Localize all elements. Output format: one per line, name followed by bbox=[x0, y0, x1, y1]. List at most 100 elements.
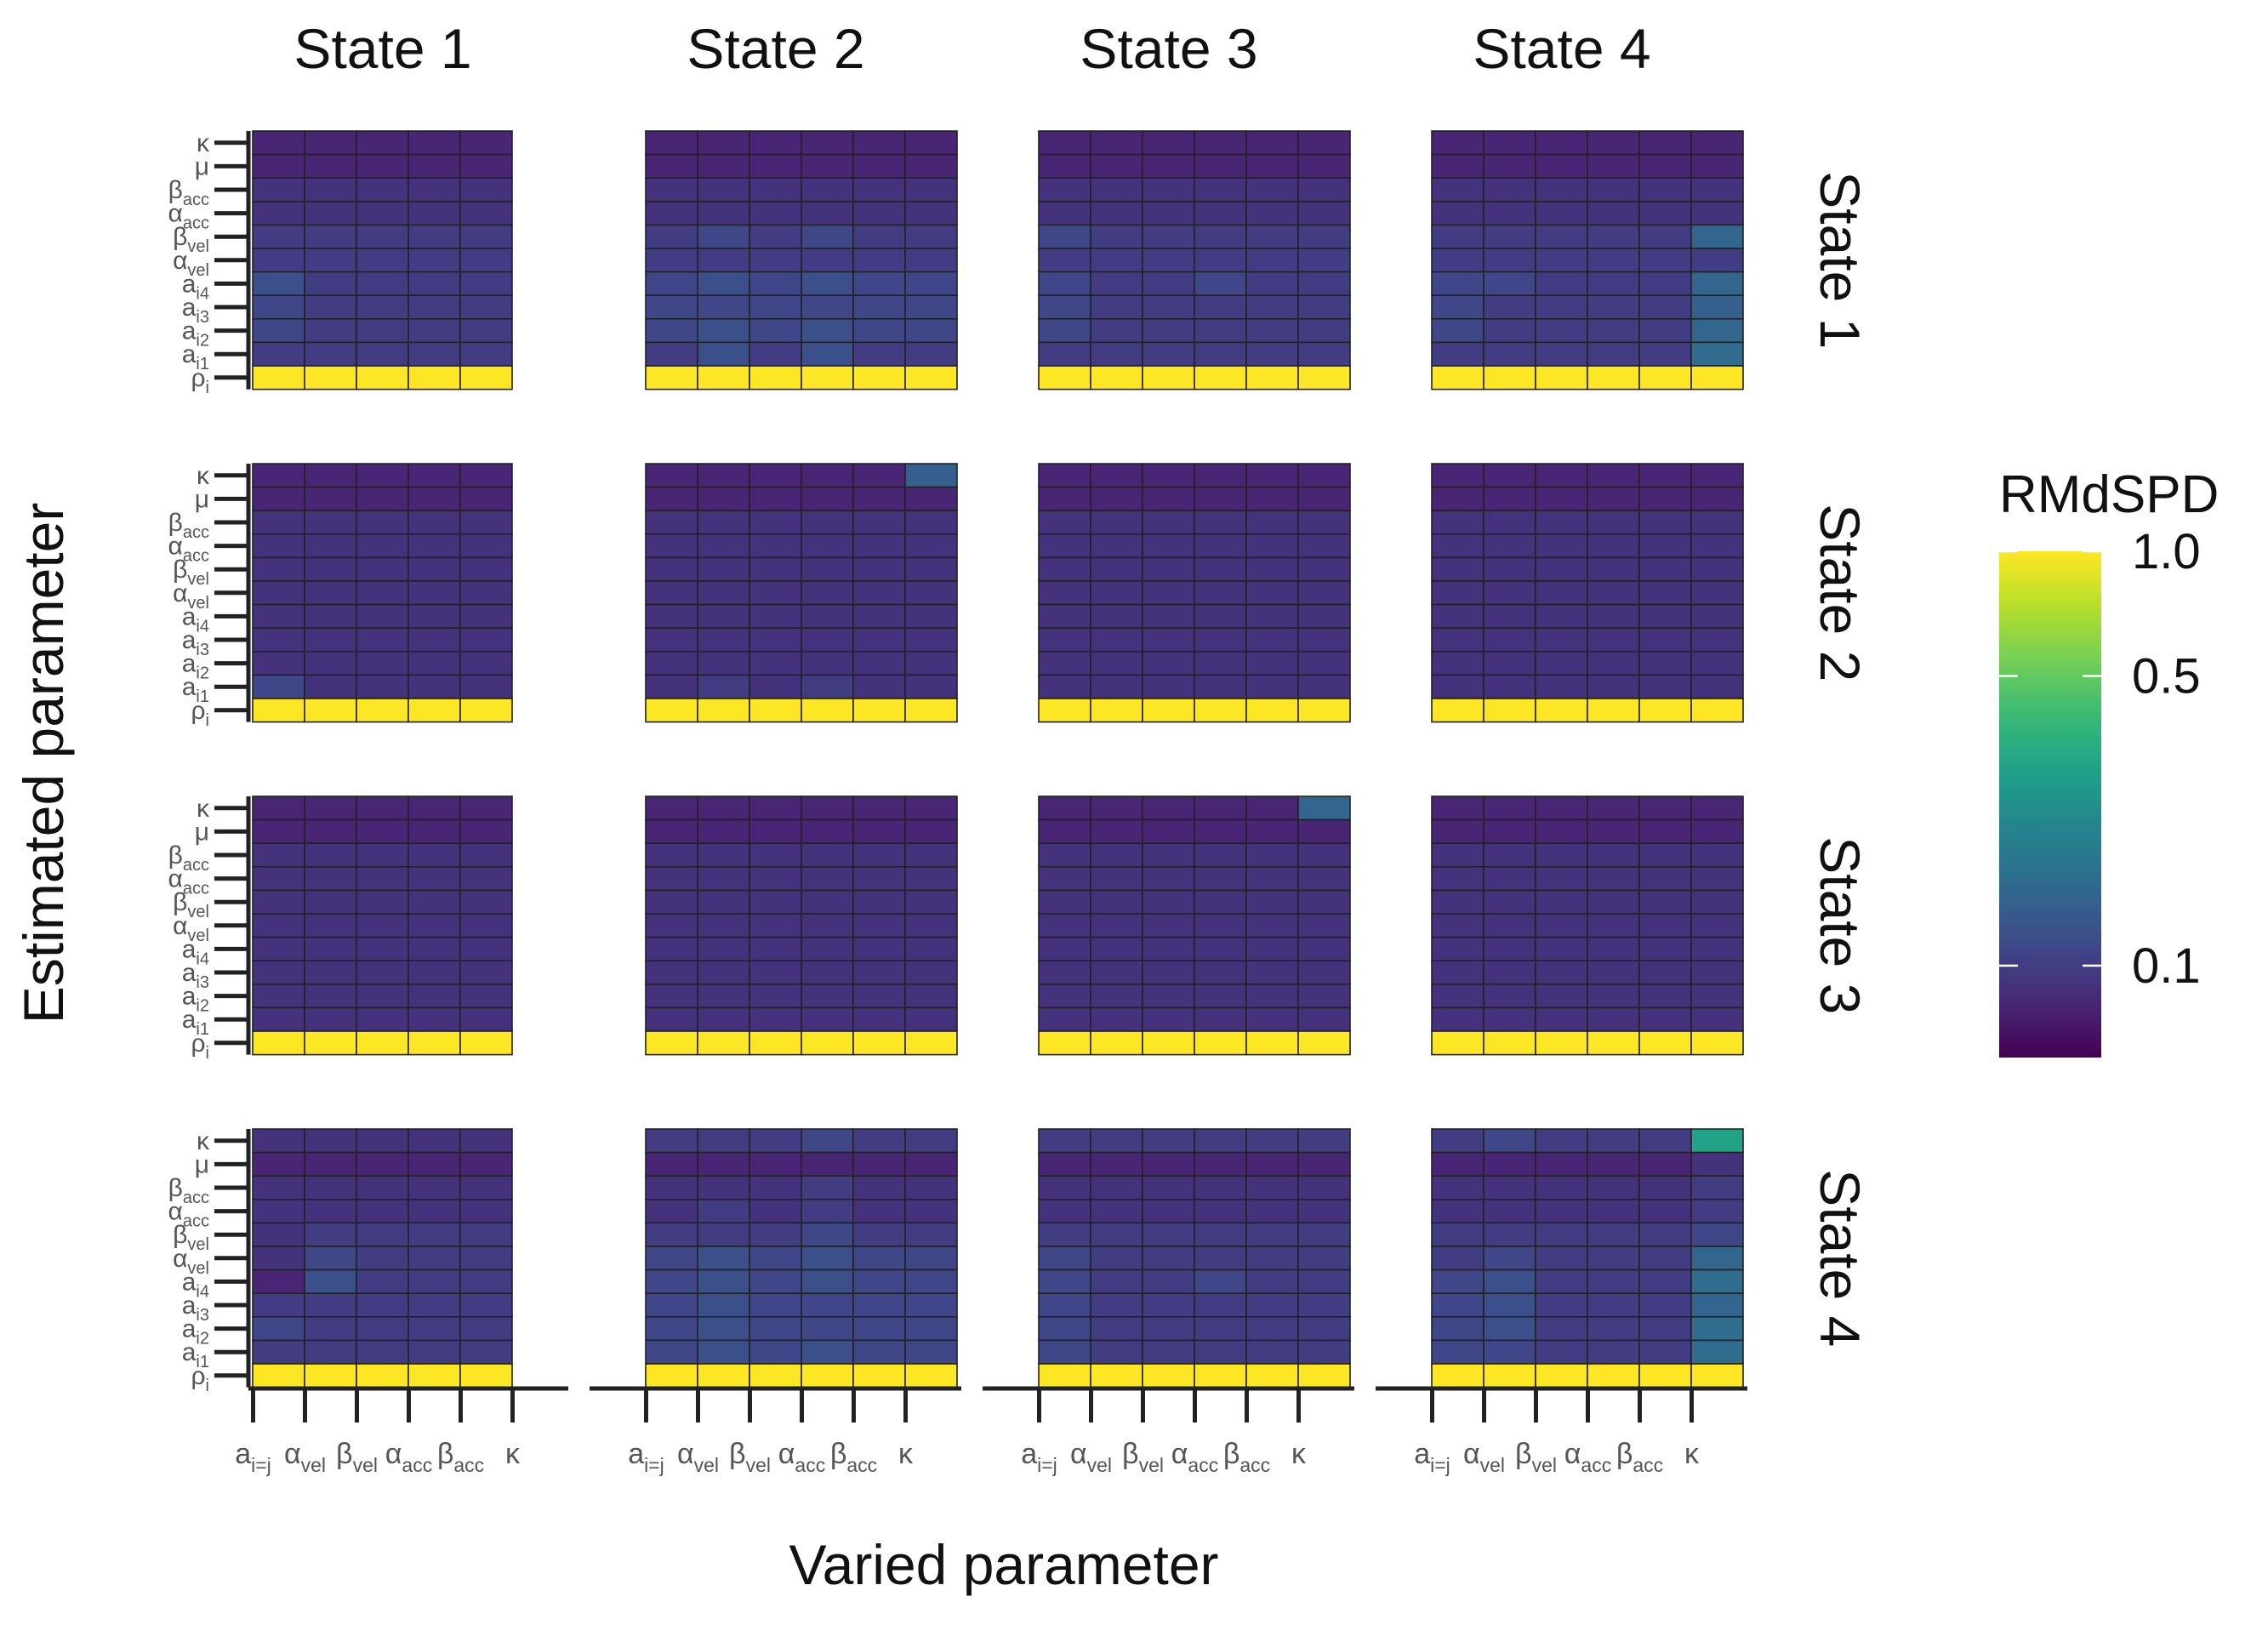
heatmap-cell bbox=[459, 1339, 513, 1365]
heatmap-cell bbox=[1587, 960, 1640, 985]
heatmap-cell bbox=[1587, 177, 1640, 202]
heatmap-cell bbox=[697, 1030, 750, 1056]
heatmap-cell bbox=[304, 248, 357, 273]
heatmap-cell bbox=[904, 1363, 958, 1388]
heatmap-cell bbox=[252, 1151, 305, 1177]
heatmap-cell bbox=[904, 984, 958, 1009]
heatmap-cell bbox=[407, 177, 461, 202]
heatmap-cell bbox=[304, 177, 357, 202]
heatmap-cell bbox=[1245, 317, 1299, 344]
x-tick-label: ai=j bbox=[1021, 1438, 1057, 1476]
heatmap-cell bbox=[645, 153, 698, 180]
heatmap-cell bbox=[304, 365, 357, 391]
heatmap-cell bbox=[1245, 842, 1299, 868]
heatmap-cell bbox=[1142, 1006, 1195, 1032]
heatmap-cell bbox=[1090, 317, 1143, 344]
heatmap-cell bbox=[1690, 1128, 1744, 1154]
heatmap-cell bbox=[459, 936, 513, 961]
x-tick-label: αacc bbox=[1564, 1438, 1611, 1476]
heatmap-cell bbox=[697, 913, 750, 938]
heatmap-cell bbox=[749, 865, 802, 892]
heatmap-cell bbox=[1483, 1006, 1536, 1032]
heatmap-cell bbox=[801, 603, 854, 629]
heatmap-cell bbox=[407, 984, 461, 1009]
heatmap-cell bbox=[1038, 365, 1091, 391]
heatmap-cell bbox=[1297, 1339, 1351, 1365]
heatmap-cell bbox=[1638, 580, 1692, 606]
x-tick-label: βacc bbox=[1616, 1438, 1663, 1476]
heatmap-cell bbox=[852, 1222, 906, 1247]
heatmap-cell bbox=[1690, 248, 1744, 273]
colorbar-ticks: 1.0 0.5 0.1 bbox=[1999, 524, 2201, 994]
heatmap-panel bbox=[252, 1128, 513, 1388]
heatmap-cell bbox=[852, 1175, 906, 1200]
heatmap-cell bbox=[459, 365, 513, 391]
y-tick-label: αacc bbox=[168, 533, 209, 566]
heatmap-cell bbox=[1142, 674, 1195, 699]
heatmap-cell bbox=[645, 556, 698, 582]
heatmap-cell bbox=[1483, 1269, 1536, 1294]
heatmap-cell bbox=[1245, 698, 1299, 723]
heatmap-cell bbox=[1245, 1128, 1299, 1154]
heatmap-cell bbox=[1194, 1339, 1247, 1365]
heatmap-cell bbox=[645, 698, 698, 723]
heatmap-cell bbox=[459, 1006, 513, 1032]
heatmap-cell bbox=[407, 960, 461, 985]
heatmap-cell bbox=[645, 889, 698, 915]
heatmap-cell bbox=[645, 984, 698, 1009]
heatmap-cell bbox=[1142, 130, 1195, 156]
heatmap-cell bbox=[356, 224, 409, 249]
heatmap-cell bbox=[1194, 795, 1247, 821]
heatmap-cell bbox=[697, 1199, 750, 1224]
heatmap-cell bbox=[304, 1128, 357, 1154]
heatmap-cell bbox=[459, 1175, 513, 1200]
heatmap-cell bbox=[252, 984, 305, 1009]
heatmap-cell bbox=[356, 510, 409, 535]
heatmap-cell bbox=[1245, 674, 1299, 699]
heatmap-cell bbox=[904, 936, 958, 961]
heatmap-cell bbox=[904, 818, 958, 844]
heatmap-cell bbox=[1690, 913, 1744, 938]
heatmap-cell bbox=[356, 698, 409, 723]
heatmap-cell bbox=[356, 603, 409, 629]
heatmap-cell bbox=[1690, 1246, 1744, 1271]
heatmap-cell bbox=[1638, 130, 1692, 156]
heatmap-cell bbox=[1638, 1199, 1692, 1224]
heatmap-cell bbox=[1142, 317, 1195, 344]
heatmap-cell bbox=[1535, 603, 1588, 629]
heatmap-cell bbox=[1297, 317, 1351, 344]
heatmap-cell bbox=[1483, 936, 1536, 961]
heatmap-cell bbox=[252, 486, 305, 511]
heatmap-cell bbox=[252, 1246, 305, 1271]
heatmap-cell bbox=[304, 889, 357, 915]
heatmap-cell bbox=[1431, 936, 1484, 961]
heatmap-cell bbox=[904, 533, 958, 559]
heatmap-cell bbox=[252, 294, 305, 320]
heatmap-cell bbox=[645, 130, 698, 156]
heatmap-cell bbox=[852, 580, 906, 606]
heatmap-cell bbox=[356, 818, 409, 844]
heatmap-cell bbox=[749, 1199, 802, 1224]
heatmap-cell bbox=[1297, 1199, 1351, 1224]
y-tick-label: βvel bbox=[173, 1221, 209, 1254]
heatmap-cell bbox=[1690, 130, 1744, 156]
heatmap-cell bbox=[749, 1128, 802, 1154]
heatmap-cell bbox=[1297, 1316, 1351, 1342]
heatmap-cell bbox=[852, 1199, 906, 1224]
heatmap-cell bbox=[1297, 913, 1351, 938]
heatmap-cell bbox=[1690, 984, 1744, 1009]
heatmap-cell bbox=[1587, 1006, 1640, 1032]
heatmap-cell bbox=[645, 580, 698, 606]
heatmap-cell bbox=[252, 1292, 305, 1318]
heatmap-cell bbox=[1142, 510, 1195, 535]
heatmap-cell bbox=[407, 1363, 461, 1388]
heatmap-cell bbox=[407, 1175, 461, 1200]
heatmap-cell bbox=[304, 913, 357, 938]
heatmap-cell bbox=[1142, 960, 1195, 985]
heatmap-cell bbox=[697, 1128, 750, 1154]
heatmap-cell bbox=[356, 1222, 409, 1247]
heatmap-cell bbox=[1587, 580, 1640, 606]
heatmap-cell bbox=[1297, 1006, 1351, 1032]
heatmap-cell bbox=[1090, 603, 1143, 629]
heatmap-cell bbox=[1431, 795, 1484, 821]
